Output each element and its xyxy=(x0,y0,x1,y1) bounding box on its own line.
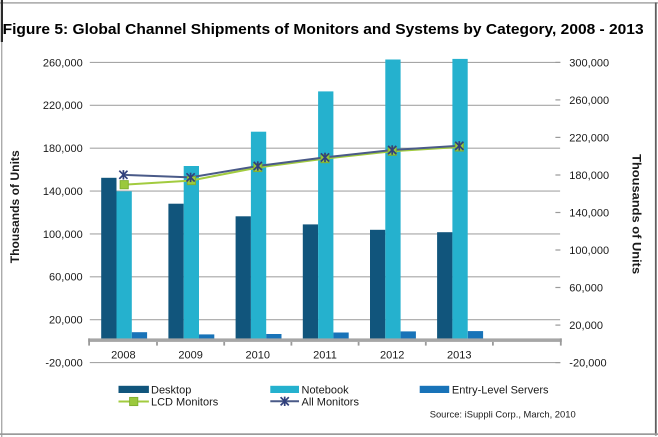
svg-text:140,000: 140,000 xyxy=(569,207,609,219)
svg-text:180,000: 180,000 xyxy=(569,170,609,182)
svg-text:Notebook: Notebook xyxy=(302,384,350,396)
svg-text:260,000: 260,000 xyxy=(43,57,83,69)
svg-text:2008: 2008 xyxy=(111,350,135,362)
svg-text:2013: 2013 xyxy=(447,350,471,362)
svg-text:20,000: 20,000 xyxy=(569,320,603,332)
svg-text:60,000: 60,000 xyxy=(49,272,83,284)
svg-text:2012: 2012 xyxy=(380,350,404,362)
svg-text:2009: 2009 xyxy=(178,350,202,362)
svg-text:300,000: 300,000 xyxy=(569,57,609,69)
svg-text:Entry-Level Servers: Entry-Level Servers xyxy=(452,384,549,396)
svg-text:180,000: 180,000 xyxy=(43,143,83,155)
svg-text:220,000: 220,000 xyxy=(43,100,83,112)
svg-text:60,000: 60,000 xyxy=(569,282,603,294)
svg-text:-20,000: -20,000 xyxy=(45,358,82,370)
svg-text:100,000: 100,000 xyxy=(43,229,83,241)
svg-text:All Monitors: All Monitors xyxy=(302,396,360,408)
svg-text:20,000: 20,000 xyxy=(49,315,83,327)
svg-text:Figure 5: Global Channel Shipm: Figure 5: Global Channel Shipments of Mo… xyxy=(3,21,644,38)
svg-text:Thousands of Units: Thousands of Units xyxy=(8,150,22,263)
svg-text:LCD Monitors: LCD Monitors xyxy=(151,396,219,408)
svg-text:2010: 2010 xyxy=(246,350,270,362)
svg-text:220,000: 220,000 xyxy=(569,132,609,144)
svg-text:2011: 2011 xyxy=(313,350,337,362)
svg-text:Desktop: Desktop xyxy=(151,384,191,396)
svg-text:100,000: 100,000 xyxy=(569,245,609,257)
svg-text:Thousands of Units: Thousands of Units xyxy=(630,154,644,274)
svg-text:260,000: 260,000 xyxy=(569,95,609,107)
svg-text:Source: iSuppli Corp., March,: Source: iSuppli Corp., March, 2010 xyxy=(430,408,576,419)
svg-text:140,000: 140,000 xyxy=(43,186,83,198)
svg-text:-20,000: -20,000 xyxy=(569,358,606,370)
